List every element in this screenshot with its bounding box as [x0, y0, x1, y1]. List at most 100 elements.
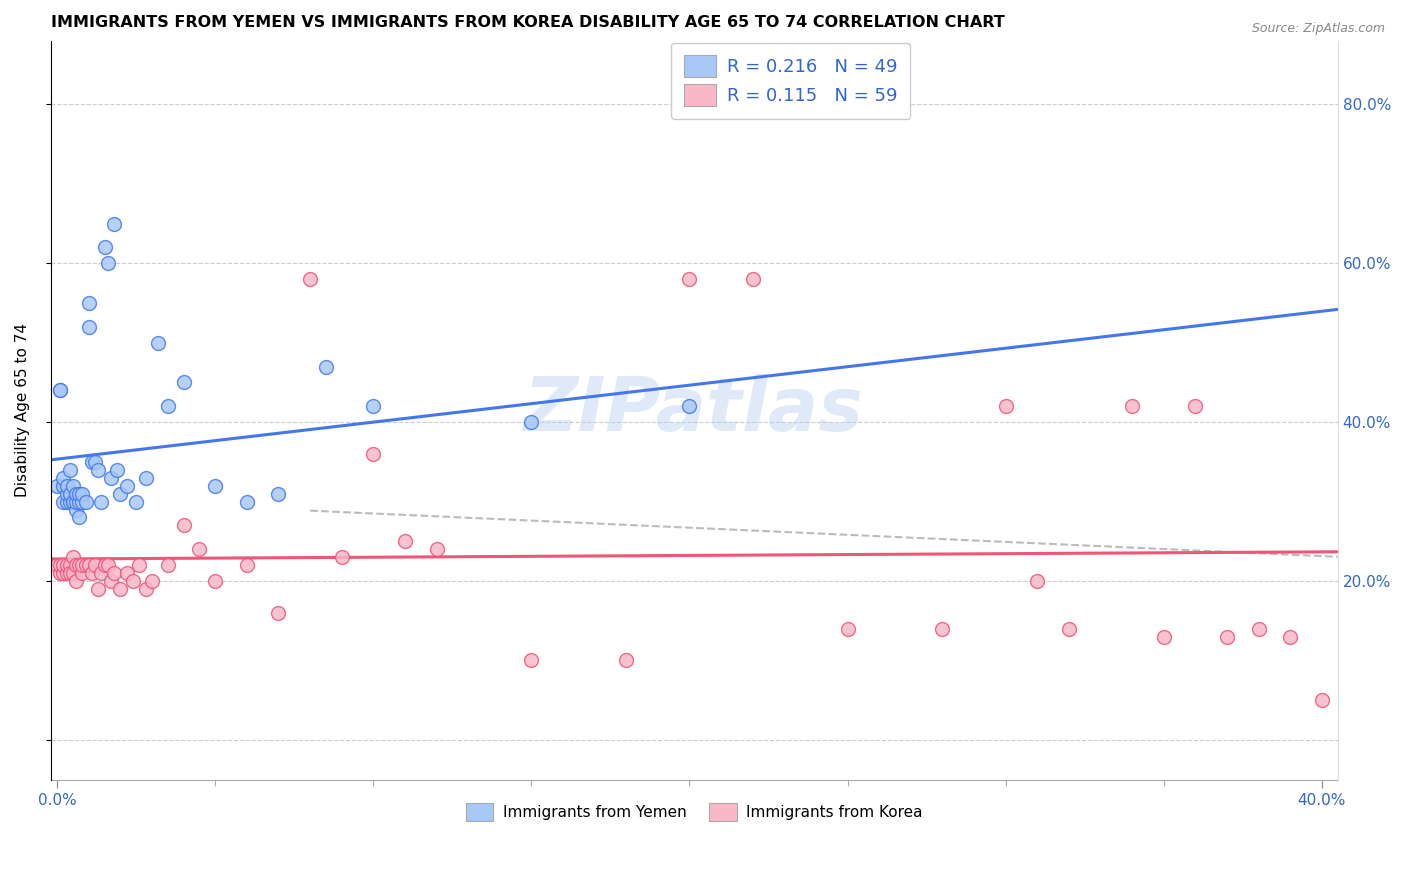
Point	[77, 558, 100, 573]
Point	[188, 542, 211, 557]
Point	[62, 494, 84, 508]
Point	[65, 494, 87, 508]
Point	[363, 399, 385, 413]
Point	[363, 447, 385, 461]
Point	[59, 566, 82, 580]
Point	[93, 558, 115, 573]
Point	[1184, 399, 1206, 413]
Point	[614, 653, 637, 667]
Point	[77, 296, 100, 310]
Point	[110, 582, 132, 596]
Point	[52, 566, 75, 580]
Point	[97, 558, 120, 573]
Point	[330, 550, 353, 565]
Point	[55, 558, 77, 573]
Point	[115, 479, 138, 493]
Point	[49, 558, 72, 573]
Point	[67, 494, 90, 508]
Point	[425, 542, 447, 557]
Point	[59, 494, 82, 508]
Point	[135, 582, 157, 596]
Point	[52, 471, 75, 485]
Point	[46, 558, 69, 573]
Point	[75, 558, 97, 573]
Point	[62, 566, 84, 580]
Point	[994, 399, 1017, 413]
Point	[59, 558, 82, 573]
Point	[148, 335, 170, 350]
Point	[204, 479, 226, 493]
Point	[1057, 622, 1080, 636]
Y-axis label: Disability Age 65 to 74: Disability Age 65 to 74	[15, 323, 30, 497]
Point	[52, 494, 75, 508]
Point	[80, 566, 103, 580]
Point	[87, 463, 110, 477]
Point	[236, 558, 259, 573]
Point	[236, 494, 259, 508]
Point	[837, 622, 859, 636]
Point	[931, 622, 953, 636]
Point	[741, 272, 763, 286]
Point	[1279, 630, 1302, 644]
Point	[84, 558, 107, 573]
Point	[97, 256, 120, 270]
Point	[267, 606, 290, 620]
Point	[59, 486, 82, 500]
Point	[100, 574, 122, 588]
Point	[90, 566, 112, 580]
Point	[678, 272, 700, 286]
Point	[173, 376, 195, 390]
Point	[110, 486, 132, 500]
Point	[394, 534, 416, 549]
Point	[520, 653, 543, 667]
Point	[65, 486, 87, 500]
Text: Source: ZipAtlas.com: Source: ZipAtlas.com	[1251, 22, 1385, 36]
Point	[122, 574, 145, 588]
Point	[72, 558, 94, 573]
Point	[299, 272, 322, 286]
Point	[87, 582, 110, 596]
Point	[267, 486, 290, 500]
Point	[103, 217, 125, 231]
Point	[90, 494, 112, 508]
Point	[52, 558, 75, 573]
Point	[135, 471, 157, 485]
Point	[1247, 622, 1270, 636]
Point	[1026, 574, 1049, 588]
Legend: Immigrants from Yemen, Immigrants from Korea: Immigrants from Yemen, Immigrants from K…	[460, 797, 928, 828]
Point	[49, 566, 72, 580]
Point	[52, 479, 75, 493]
Point	[46, 479, 69, 493]
Point	[678, 399, 700, 413]
Point	[315, 359, 337, 374]
Point	[59, 463, 82, 477]
Point	[49, 384, 72, 398]
Point	[72, 566, 94, 580]
Point	[49, 384, 72, 398]
Point	[520, 415, 543, 429]
Point	[141, 574, 163, 588]
Point	[115, 566, 138, 580]
Point	[77, 319, 100, 334]
Point	[67, 486, 90, 500]
Point	[204, 574, 226, 588]
Text: ZIPatlas: ZIPatlas	[524, 374, 865, 447]
Point	[65, 502, 87, 516]
Point	[72, 486, 94, 500]
Point	[93, 240, 115, 254]
Point	[80, 455, 103, 469]
Point	[55, 479, 77, 493]
Point	[55, 494, 77, 508]
Point	[125, 494, 148, 508]
Point	[62, 494, 84, 508]
Point	[100, 471, 122, 485]
Point	[1310, 693, 1333, 707]
Point	[72, 494, 94, 508]
Text: IMMIGRANTS FROM YEMEN VS IMMIGRANTS FROM KOREA DISABILITY AGE 65 TO 74 CORRELATI: IMMIGRANTS FROM YEMEN VS IMMIGRANTS FROM…	[51, 15, 1004, 30]
Point	[1216, 630, 1239, 644]
Point	[55, 486, 77, 500]
Point	[67, 558, 90, 573]
Point	[156, 558, 179, 573]
Point	[103, 566, 125, 580]
Point	[84, 455, 107, 469]
